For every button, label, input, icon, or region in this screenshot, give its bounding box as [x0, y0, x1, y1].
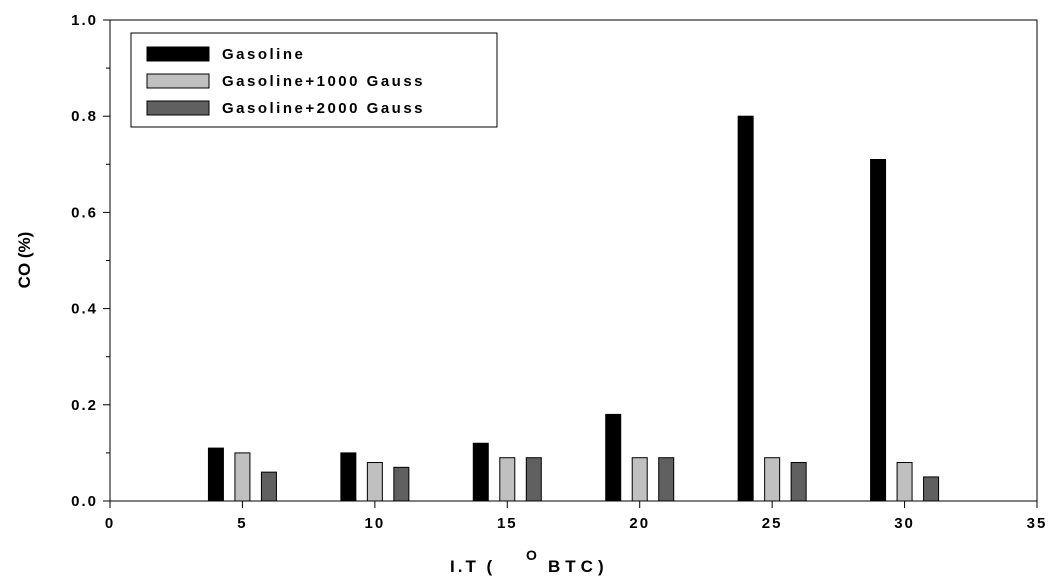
x-tick-label: 15 — [497, 515, 518, 532]
bar-gasoline-25 — [737, 115, 754, 502]
bar-gasoline-10 — [340, 452, 357, 502]
bar-gasoline-30 — [870, 158, 887, 502]
x-axis: 0 5 10 15 20 25 30 35 — [105, 501, 1048, 532]
x-axis-label-superscript: O — [526, 547, 537, 563]
legend: Gasoline Gasoline+1000 Gauss Gasoline+2000… — [130, 32, 498, 128]
bar-gasoline-2000-gauss-30 — [923, 476, 940, 502]
legend-swatch — [146, 46, 210, 62]
x-tick-label: 20 — [629, 515, 650, 532]
y-tick-label: 0.6 — [71, 204, 98, 221]
x-tick-label: 25 — [762, 515, 783, 532]
bar-gasoline-1000-gauss-15 — [499, 457, 516, 502]
bar-gasoline-1000-gauss-5 — [234, 452, 251, 502]
bar-gasoline-2000-gauss-20 — [658, 457, 675, 502]
x-axis-label-main: I.T ( — [450, 557, 495, 576]
legend-label: Gasoline+2000 Gauss — [222, 100, 425, 117]
x-tick-label: 10 — [365, 515, 386, 532]
legend-swatch — [146, 100, 210, 116]
x-axis-label-tail: BTC) — [548, 557, 609, 576]
plot-frame — [109, 19, 1038, 502]
y-tick-label: 0.4 — [71, 301, 98, 318]
y-tick-label: 0.8 — [71, 108, 98, 125]
x-tick-label: 30 — [894, 515, 915, 532]
legend-label: Gasoline+1000 Gauss — [222, 73, 425, 90]
bar-gasoline-1000-gauss-20 — [631, 457, 648, 502]
bar-gasoline-5 — [207, 447, 224, 502]
y-tick-label: 1.0 — [71, 12, 98, 29]
y-axis: 0.0 0.2 0.4 0.6 0.8 1.0 — [71, 12, 110, 510]
y-tick-label: 0.2 — [71, 397, 98, 414]
x-tick-label: 0 — [105, 515, 115, 532]
bar-gasoline-1000-gauss-10 — [366, 462, 383, 502]
x-tick-label: 35 — [1027, 515, 1048, 532]
legend-swatch — [146, 73, 210, 89]
legend-label: Gasoline — [222, 46, 305, 63]
bar-gasoline-20 — [605, 413, 622, 502]
bar-gasoline-2000-gauss-25 — [790, 462, 807, 502]
bar-gasoline-15 — [472, 442, 489, 502]
y-axis-title: CO (%) — [15, 232, 34, 289]
bar-gasoline-2000-gauss-15 — [525, 457, 542, 502]
y-axis-label: CO (%) — [15, 232, 34, 289]
bar-gasoline-1000-gauss-30 — [896, 462, 913, 502]
bars — [207, 115, 940, 502]
x-tick-label: 5 — [237, 515, 247, 532]
x-axis-title: I.T ( O BTC) — [450, 547, 609, 576]
y-tick-label: 0.0 — [71, 493, 98, 510]
bar-gasoline-2000-gauss-5 — [260, 471, 277, 502]
bar-gasoline-1000-gauss-25 — [764, 457, 781, 502]
bar-gasoline-2000-gauss-10 — [393, 466, 410, 502]
